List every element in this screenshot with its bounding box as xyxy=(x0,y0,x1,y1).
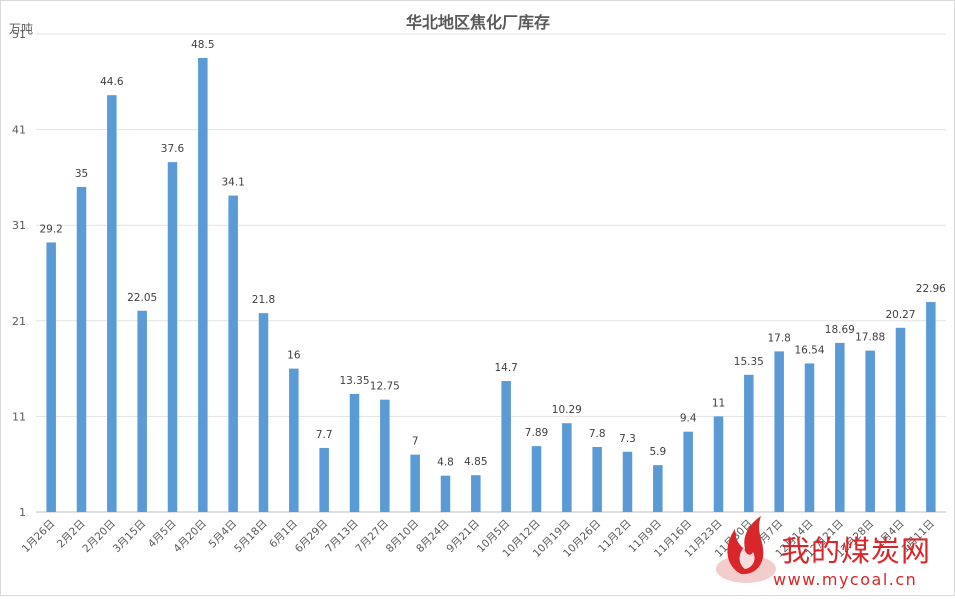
bar xyxy=(774,351,784,512)
data-label: 34.1 xyxy=(221,177,244,189)
bar xyxy=(713,416,724,512)
x-tick-label: 1月26日 xyxy=(20,518,58,556)
bar xyxy=(744,374,754,512)
watermark-name: 我的煤炭网 xyxy=(781,534,931,568)
data-label: 22.05 xyxy=(127,292,157,304)
bar xyxy=(198,57,208,513)
y-tick-label: 51 xyxy=(12,28,26,41)
data-label: 7.7 xyxy=(316,429,333,441)
data-label: 18.69 xyxy=(825,324,855,336)
data-label: 5.9 xyxy=(649,446,666,458)
x-tick-label: 4月20日 xyxy=(171,518,209,556)
bar xyxy=(228,195,238,512)
x-tick-label: 5月18日 xyxy=(232,518,270,556)
watermark-url: www.mycoal.cn xyxy=(773,570,917,589)
flame-logo-icon xyxy=(716,516,776,583)
bar xyxy=(804,363,815,512)
data-label: 9.4 xyxy=(680,413,697,425)
bar xyxy=(46,242,56,512)
bar xyxy=(471,475,481,512)
data-label: 20.27 xyxy=(885,309,915,321)
bar xyxy=(380,399,390,512)
bar xyxy=(501,381,511,512)
gridlines xyxy=(36,33,946,513)
bar xyxy=(531,446,542,512)
bar xyxy=(835,342,845,512)
bar xyxy=(440,475,451,512)
bar xyxy=(683,431,693,512)
y-tick-label: 11 xyxy=(12,410,26,423)
bar xyxy=(107,95,117,513)
y-tick-label: 21 xyxy=(12,315,26,328)
x-tick-label: 3月15日 xyxy=(111,518,149,556)
data-label: 7.89 xyxy=(525,427,548,439)
data-label: 35 xyxy=(75,168,88,180)
data-label: 17.8 xyxy=(767,332,790,344)
data-label: 7 xyxy=(412,436,419,448)
bar xyxy=(895,327,906,512)
data-labels: 29.2 35 44.6 22.05 37.6 48.5 34.1 21.8 16 7.7 13.3… xyxy=(39,39,946,469)
bar xyxy=(562,423,572,512)
data-label: 29.2 xyxy=(39,223,62,235)
bar xyxy=(289,368,299,512)
bar xyxy=(592,446,602,512)
data-label: 15.35 xyxy=(734,356,764,368)
bar xyxy=(926,302,936,512)
bar xyxy=(319,447,329,512)
data-label: 11 xyxy=(712,397,725,409)
data-label: 4.85 xyxy=(464,456,487,468)
data-label: 16.54 xyxy=(794,344,824,356)
data-label: 44.6 xyxy=(100,76,124,88)
mycoal-watermark: 我的煤炭网 www.mycoal.cn xyxy=(716,516,931,589)
bar xyxy=(76,186,87,512)
data-label: 7.8 xyxy=(589,428,606,440)
y-tick-label: 41 xyxy=(12,124,26,137)
data-label: 37.6 xyxy=(161,143,185,155)
bar xyxy=(349,393,360,512)
bars xyxy=(46,57,936,513)
bar xyxy=(137,310,147,512)
bar xyxy=(167,162,178,512)
data-label: 4.8 xyxy=(437,457,454,469)
data-label: 12.75 xyxy=(370,381,400,393)
y-tick-label: 31 xyxy=(12,219,26,232)
bar xyxy=(622,451,633,512)
data-label: 7.3 xyxy=(619,433,636,445)
data-label: 16 xyxy=(287,350,301,362)
data-label: 10.29 xyxy=(552,404,582,416)
y-tick-label: 1 xyxy=(19,506,26,519)
data-label: 17.88 xyxy=(855,332,885,344)
data-label: 21.8 xyxy=(252,294,275,306)
bar xyxy=(653,465,663,512)
bar xyxy=(865,350,875,512)
data-label: 14.7 xyxy=(494,362,517,374)
data-label: 22.96 xyxy=(916,283,946,295)
y-axis-unit: 万吨 xyxy=(9,22,33,36)
bar xyxy=(410,454,420,512)
data-label: 48.5 xyxy=(191,39,214,51)
chart-title: 华北地区焦化厂库存 xyxy=(406,13,550,32)
data-label: 13.35 xyxy=(339,375,369,387)
bar xyxy=(258,313,269,512)
